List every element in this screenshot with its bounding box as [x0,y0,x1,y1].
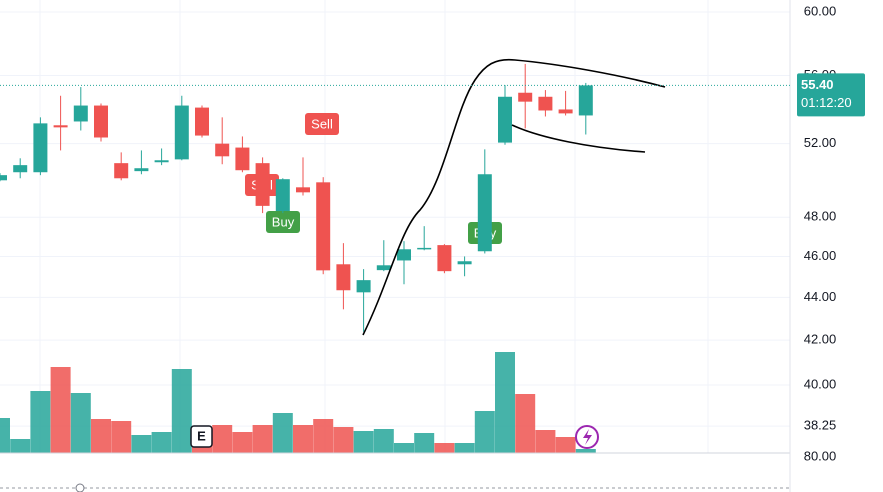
volume-bar [0,418,10,453]
candle-body [134,168,149,172]
candle-body [73,105,88,122]
signal-label: Buy [272,214,295,229]
candle-body [275,179,290,211]
lower-pane-marker[interactable] [75,483,85,492]
drawn-curve [362,58,666,336]
y-tick-label: 42.00 [804,332,837,347]
candle-body [578,85,593,116]
candle-body [356,280,371,293]
signal-label: Sell [311,116,333,131]
candle-body [114,163,129,179]
candle-body [498,96,512,143]
volume-bar [535,430,556,453]
y-tick-label: 44.00 [804,289,837,304]
earnings-badge[interactable]: E [190,425,213,448]
candle-body [0,175,7,181]
y-tick-label: 48.00 [804,209,837,224]
badge-box [190,425,213,448]
volume-bar [111,421,132,453]
y-tick-label: 60.00 [804,3,837,18]
volume-bar [454,443,475,453]
volume-bar [272,413,293,453]
candle-body [296,187,310,193]
volume-bar [575,449,596,453]
candle-body [13,165,28,173]
volume-bar [293,425,313,453]
candle-body [376,265,391,271]
last-price-label: 55.40 [801,77,834,92]
candle-body [316,182,331,271]
candle-body [457,261,472,265]
candle-body [195,107,209,136]
volume-bar [515,394,536,453]
volume-bar [373,429,394,453]
candle-body [437,245,452,272]
volume-bar [555,437,576,453]
candle-body [518,92,533,102]
volume-bar [495,352,515,453]
volume-bar [151,432,172,453]
signal-box [266,211,300,233]
candle-body [53,125,68,128]
candle-body [417,247,432,250]
volume-bar [252,425,273,453]
volume-bar [131,435,152,453]
volume-bar [434,443,455,453]
candle-body [558,109,573,114]
volume-bar [30,391,51,453]
last-price-box [797,73,865,117]
candle-body [33,123,48,173]
badge-icon [583,429,592,445]
volume-bar [333,427,354,453]
badge-text: E [197,428,206,443]
candle-body [174,105,189,160]
volume-bar [414,433,435,453]
y-tick-label: 52.00 [804,135,837,150]
volume-bar [10,439,31,453]
countdown-label: 01:12:20 [801,95,852,110]
candle-body [255,163,270,206]
volume-bar [171,369,192,453]
candle-body [477,174,492,252]
volume-bar [70,393,91,453]
y-tick-label: 46.00 [804,248,837,263]
candle-body [538,96,553,111]
candle-body [215,143,230,157]
signal-box [305,113,339,135]
candle-body [154,160,169,163]
volume-bar [232,432,253,453]
volume-bar [474,411,495,453]
volume-bar [353,431,374,453]
volume-bar [313,419,334,453]
candle-body [94,105,108,138]
y-tick-label: 38.25 [804,418,837,433]
drawn-curve [511,124,646,153]
candle-body [397,249,411,261]
candle-body [336,264,351,291]
lower-pane-label: 80.00 [804,448,837,463]
lightning-badge[interactable] [575,425,599,449]
candle-body [235,147,250,171]
volume-bar [50,367,71,453]
volume-bar [394,443,414,453]
y-tick-label: 40.00 [804,376,837,391]
volume-bar [91,419,111,453]
volume-bar [212,425,233,453]
